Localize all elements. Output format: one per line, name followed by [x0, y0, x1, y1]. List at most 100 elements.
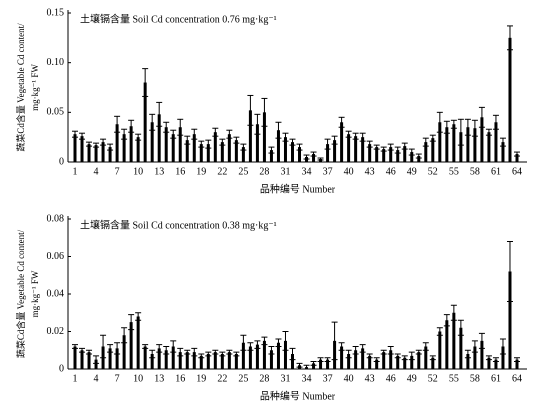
bar	[501, 346, 505, 369]
error-bar	[219, 138, 226, 146]
error-bar	[359, 132, 366, 142]
error-bar	[506, 241, 513, 302]
bar	[185, 140, 189, 162]
error-bar	[268, 346, 275, 355]
bar	[220, 142, 224, 162]
bar	[424, 142, 428, 162]
error-bar	[296, 143, 303, 151]
error-bar	[492, 357, 499, 362]
y-axis-label: 蔬菜Cd含量 Vegetable Cd content/	[15, 229, 26, 358]
y-tick-label: 0.06	[47, 251, 65, 262]
error-bar	[184, 135, 191, 145]
error-bar	[268, 146, 275, 154]
error-bar	[121, 327, 128, 344]
error-bar	[198, 353, 205, 359]
bar	[241, 342, 245, 369]
bar	[192, 352, 196, 369]
error-bar	[499, 137, 506, 147]
bar	[108, 147, 112, 162]
bar	[262, 340, 266, 369]
x-tick-label: 19	[196, 166, 206, 177]
error-bar	[338, 116, 345, 128]
error-bar	[100, 138, 107, 146]
bar	[220, 354, 224, 369]
error-bar	[247, 342, 254, 351]
error-bar	[191, 347, 198, 357]
bar	[417, 156, 421, 162]
error-bar	[156, 101, 163, 127]
x-tick-label: 4	[94, 166, 99, 177]
y-tick-label: 0	[59, 363, 64, 374]
x-tick-label: 1	[73, 166, 78, 177]
error-bar	[457, 319, 464, 336]
x-tick-label: 25	[238, 373, 248, 384]
x-tick-label: 10	[133, 166, 143, 177]
error-bar	[240, 334, 247, 351]
bar	[150, 354, 154, 369]
error-bar	[478, 332, 485, 349]
error-bar	[422, 137, 429, 147]
x-tick-label: 40	[344, 166, 354, 177]
x-tick-label: 28	[259, 166, 269, 177]
bar	[340, 122, 344, 162]
y-tick-label: 0.10	[47, 57, 65, 68]
error-bar	[86, 141, 93, 147]
bar	[375, 359, 379, 369]
bar	[192, 134, 196, 162]
x-tick-label: 52	[428, 166, 438, 177]
bar	[459, 132, 463, 162]
x-tick-label: 19	[196, 373, 206, 384]
error-bar	[429, 134, 436, 142]
error-bar	[408, 148, 415, 156]
bar	[438, 122, 442, 162]
error-bar	[338, 342, 345, 351]
error-bar	[114, 115, 121, 133]
error-bar	[345, 349, 352, 359]
x-tick-label: 28	[259, 373, 269, 384]
x-tick-label: 64	[512, 373, 522, 384]
bar	[382, 149, 386, 162]
bar	[403, 146, 407, 162]
error-bar	[163, 121, 170, 133]
bar	[164, 127, 168, 162]
error-bar	[254, 340, 261, 349]
bar	[283, 340, 287, 369]
x-tick-label: 64	[512, 166, 522, 177]
error-bar	[170, 129, 177, 139]
error-bar	[198, 140, 205, 148]
bar	[326, 144, 330, 162]
error-bar	[506, 25, 513, 51]
bar	[396, 150, 400, 162]
bar	[248, 110, 252, 162]
bar	[417, 352, 421, 369]
error-bar	[331, 135, 338, 145]
chart-title: 土壤镉含量 Soil Cd concentration 0.38 mg·kg⁻¹	[80, 218, 277, 231]
error-bar	[514, 357, 520, 362]
bar	[466, 127, 470, 162]
error-bar	[373, 357, 380, 362]
x-tick-label: 58	[470, 373, 480, 384]
bar	[283, 137, 287, 162]
error-bar	[226, 129, 233, 139]
y-axis-label: mg·kg⁻¹ FW	[30, 270, 40, 317]
error-bar	[93, 142, 100, 148]
error-bar	[219, 351, 226, 357]
error-bar	[177, 347, 184, 357]
error-bar	[142, 68, 149, 97]
bar	[459, 327, 463, 369]
bar	[227, 352, 231, 369]
error-bar	[415, 349, 422, 355]
x-tick-label: 52	[428, 373, 438, 384]
bar	[101, 142, 105, 162]
x-tick-label: 37	[323, 166, 333, 177]
x-tick-label: 13	[154, 373, 164, 384]
bar	[94, 359, 98, 369]
bar	[438, 331, 442, 369]
error-bar	[79, 347, 86, 353]
bar	[361, 348, 365, 369]
bar	[269, 350, 273, 369]
bar	[389, 350, 393, 369]
bar	[276, 130, 280, 162]
x-tick-label: 61	[491, 166, 501, 177]
